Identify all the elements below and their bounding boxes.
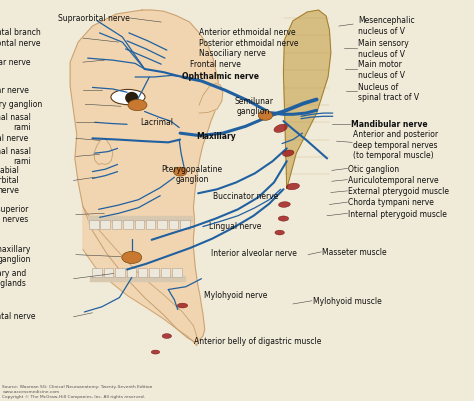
Ellipse shape <box>151 350 160 354</box>
Text: Chorda tympani nerve: Chorda tympani nerve <box>348 198 434 207</box>
Text: Mesencephalic
nucleus of V: Mesencephalic nucleus of V <box>358 16 414 36</box>
Text: Posterior ethmoidal nerve: Posterior ethmoidal nerve <box>199 39 299 48</box>
Text: Source: Waxman SG: Clinical Neuroanatomy: Twenty-Seventh Edition
www.accessmedic: Source: Waxman SG: Clinical Neuroanatomy… <box>2 385 153 399</box>
Ellipse shape <box>278 216 289 221</box>
Text: Submaxillary and
sublingual glands: Submaxillary and sublingual glands <box>0 269 26 288</box>
Polygon shape <box>100 220 110 229</box>
Text: Anterior superior
alveolar nerves: Anterior superior alveolar nerves <box>0 205 28 224</box>
Text: Infratrochlear nerve: Infratrochlear nerve <box>0 86 28 95</box>
Text: Anterior ethmoidal nerve: Anterior ethmoidal nerve <box>199 28 296 37</box>
Text: Pterygopalatine
ganglion: Pterygopalatine ganglion <box>162 165 222 184</box>
Ellipse shape <box>275 230 284 235</box>
Text: Lingual nerve: Lingual nerve <box>209 222 261 231</box>
Ellipse shape <box>258 111 273 120</box>
Polygon shape <box>135 220 144 229</box>
Polygon shape <box>157 220 167 229</box>
Polygon shape <box>89 220 99 229</box>
Text: Anterior and posterior
deep temporal nerves
(to temporal muscle): Anterior and posterior deep temporal ner… <box>353 130 438 160</box>
Text: Nucleus of
spinal tract of V: Nucleus of spinal tract of V <box>358 83 419 102</box>
Text: Infraorbital nerve: Infraorbital nerve <box>0 134 28 143</box>
Text: Frontal branch
of frontal nerve: Frontal branch of frontal nerve <box>0 28 40 48</box>
Ellipse shape <box>162 334 172 338</box>
Text: Internal pterygoid muscle: Internal pterygoid muscle <box>348 210 447 219</box>
Text: Buccinator nerve: Buccinator nerve <box>213 192 279 201</box>
Text: Maxillary: Maxillary <box>197 132 237 141</box>
Text: Submaxillary
ganglion: Submaxillary ganglion <box>0 245 31 264</box>
Polygon shape <box>127 268 136 277</box>
Text: Mylohyoid nerve: Mylohyoid nerve <box>204 292 267 300</box>
Text: Nasal and labial
rami of infraorbital
nerve: Nasal and labial rami of infraorbital ne… <box>0 166 19 195</box>
Text: Frontal nerve: Frontal nerve <box>190 60 240 69</box>
Polygon shape <box>161 268 170 277</box>
Ellipse shape <box>279 202 290 207</box>
Text: Mandibular nerve: Mandibular nerve <box>351 120 428 129</box>
Text: Lacrimal: Lacrimal <box>140 118 173 127</box>
Text: Main sensory
nucleus of V: Main sensory nucleus of V <box>358 39 409 59</box>
Polygon shape <box>169 220 178 229</box>
Polygon shape <box>70 10 219 342</box>
Polygon shape <box>115 268 125 277</box>
Text: Interior alveolar nerve: Interior alveolar nerve <box>211 249 297 258</box>
Text: Otic ganglion: Otic ganglion <box>348 165 400 174</box>
Text: Anterior belly of digastric muscle: Anterior belly of digastric muscle <box>194 337 322 346</box>
Polygon shape <box>83 207 198 346</box>
Ellipse shape <box>128 99 147 111</box>
Text: External nasal
rami: External nasal rami <box>0 147 31 166</box>
Ellipse shape <box>274 124 287 132</box>
Text: Supratrochlear nerve: Supratrochlear nerve <box>0 58 31 67</box>
Polygon shape <box>123 220 133 229</box>
Polygon shape <box>92 268 102 277</box>
Text: Ophthalmic nerve: Ophthalmic nerve <box>182 72 259 81</box>
Polygon shape <box>90 276 185 281</box>
Text: Ciliary ganglion: Ciliary ganglion <box>0 100 43 109</box>
Text: Masseter muscle: Masseter muscle <box>322 248 387 257</box>
Polygon shape <box>283 10 331 188</box>
Polygon shape <box>172 268 182 277</box>
Text: Mental nerve: Mental nerve <box>0 312 36 321</box>
Polygon shape <box>146 220 155 229</box>
Ellipse shape <box>283 150 294 156</box>
Text: Main motor
nucleus of V: Main motor nucleus of V <box>358 61 405 80</box>
Text: External pterygoid muscle: External pterygoid muscle <box>348 187 449 196</box>
Polygon shape <box>149 268 159 277</box>
Text: Supraorbital nerve: Supraorbital nerve <box>58 14 130 22</box>
Ellipse shape <box>122 251 142 263</box>
Ellipse shape <box>173 167 187 176</box>
Polygon shape <box>88 216 192 221</box>
Text: Semilunar
ganglion: Semilunar ganglion <box>234 97 273 116</box>
Ellipse shape <box>125 92 138 104</box>
Polygon shape <box>104 268 113 277</box>
Text: Mylohyoid muscle: Mylohyoid muscle <box>313 297 382 306</box>
Polygon shape <box>138 268 147 277</box>
Polygon shape <box>180 220 190 229</box>
Text: Internal nasal
rami: Internal nasal rami <box>0 113 31 132</box>
Text: Auriculotemporal nerve: Auriculotemporal nerve <box>348 176 439 185</box>
Polygon shape <box>199 83 223 113</box>
Ellipse shape <box>286 183 300 190</box>
Polygon shape <box>112 220 121 229</box>
Ellipse shape <box>177 303 188 308</box>
Text: Nasociliary nerve: Nasociliary nerve <box>199 49 266 58</box>
Ellipse shape <box>111 89 145 105</box>
